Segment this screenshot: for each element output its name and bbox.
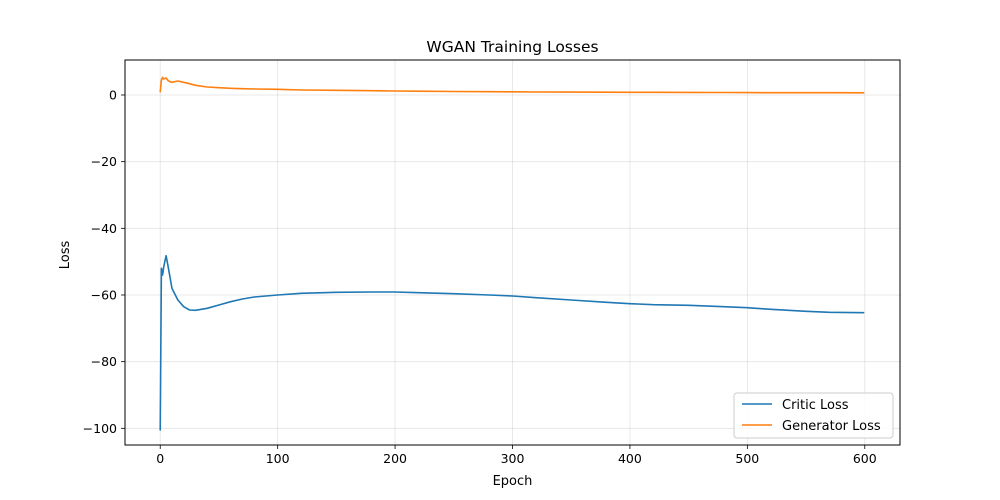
- critic-loss-line: [159, 254, 865, 431]
- generator-loss-line: [159, 76, 865, 94]
- y-tick-label: 0: [109, 88, 117, 103]
- y-tick-label: −100: [83, 421, 117, 436]
- legend-label-generator: Generator Loss: [782, 419, 881, 434]
- y-tick-label: −60: [91, 288, 117, 303]
- x-tick-label: 0: [156, 451, 164, 466]
- x-tick-label: 500: [735, 451, 759, 466]
- x-tick-label: 400: [618, 451, 642, 466]
- y-axis-label: Loss: [58, 241, 73, 270]
- x-axis-label: Epoch: [493, 474, 533, 489]
- y-tick-label: −40: [91, 221, 117, 236]
- y-tick-label: −20: [91, 154, 117, 169]
- legend-box: [733, 392, 894, 439]
- x-tick-label: 100: [266, 451, 290, 466]
- x-tick-label: 200: [383, 451, 407, 466]
- axis-ticks: 0 100 200 300 400 500 600 0 −20 −40 −60 −80 −100: [83, 88, 877, 467]
- y-tick-label: −80: [91, 354, 117, 369]
- grid-lines: [125, 60, 900, 445]
- legend: Critic Loss Generator Loss: [733, 392, 894, 439]
- x-tick-label: 300: [501, 451, 525, 466]
- legend-label-critic: Critic Loss: [782, 398, 849, 413]
- chart-title: WGAN Training Losses: [426, 38, 598, 56]
- x-tick-label: 600: [853, 451, 877, 466]
- series-layer: [159, 76, 865, 431]
